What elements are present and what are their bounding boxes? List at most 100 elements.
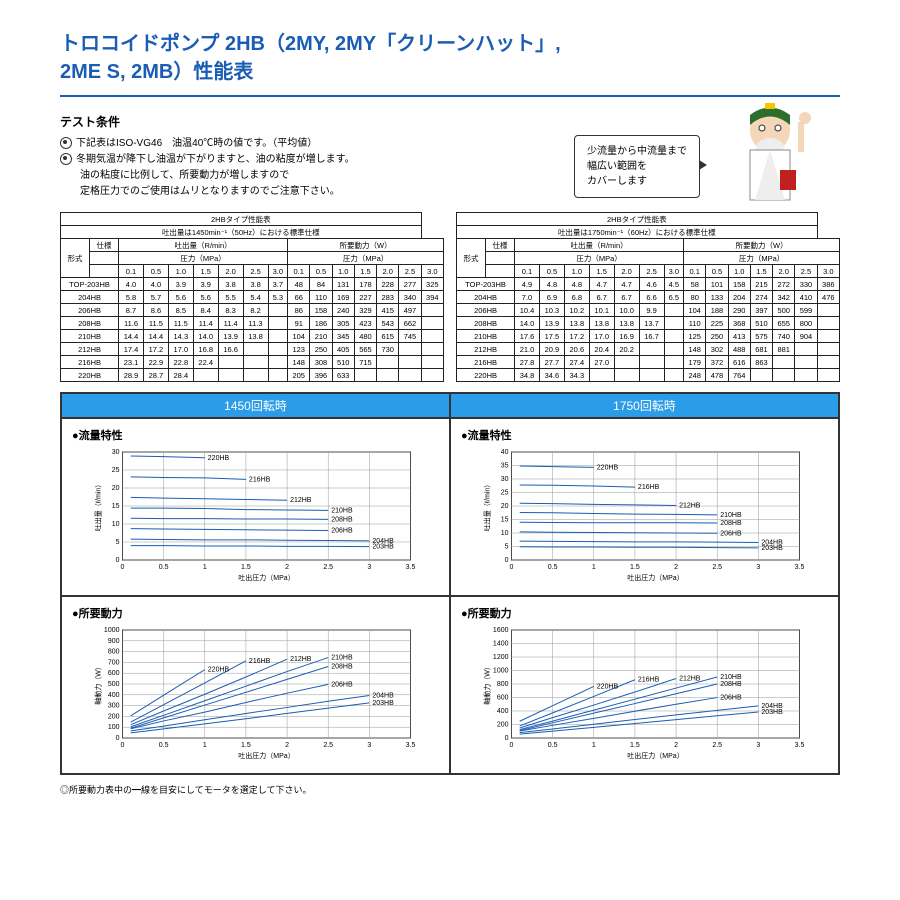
svg-text:2.5: 2.5 <box>712 742 722 749</box>
svg-text:204HB: 204HB <box>372 692 394 699</box>
table-60hz: 2HBタイプ性能表吐出量は1750min⁻¹（60Hz）における標準仕様形式仕様… <box>456 212 840 382</box>
svg-text:0: 0 <box>116 735 120 742</box>
chart-grid: 1450回転時 1750回転時 ●流量特性00.511.522.533.5051… <box>60 392 840 775</box>
svg-text:0: 0 <box>505 735 509 742</box>
svg-text:204HB: 204HB <box>761 539 783 546</box>
svg-text:20: 20 <box>112 485 120 492</box>
svg-text:203HB: 203HB <box>372 700 394 707</box>
svg-text:216HB: 216HB <box>638 484 660 491</box>
svg-text:212HB: 212HB <box>290 497 312 504</box>
footnote: ◎所要動力表中の━線を目安にしてモータを選定して下さい。 <box>60 783 840 796</box>
svg-text:208HB: 208HB <box>720 520 742 527</box>
svg-text:0.5: 0.5 <box>548 564 558 571</box>
svg-text:2: 2 <box>674 742 678 749</box>
svg-text:0: 0 <box>505 557 509 564</box>
svg-text:10: 10 <box>501 530 509 537</box>
svg-text:3.5: 3.5 <box>406 742 416 749</box>
svg-text:30: 30 <box>501 476 509 483</box>
svg-text:210HB: 210HB <box>720 512 742 519</box>
svg-text:軸動力（W）: 軸動力（W） <box>94 663 103 705</box>
svg-text:500: 500 <box>108 681 120 688</box>
svg-text:1.5: 1.5 <box>241 742 251 749</box>
svg-text:210HB: 210HB <box>720 674 742 681</box>
svg-text:0.5: 0.5 <box>159 564 169 571</box>
svg-text:206HB: 206HB <box>720 695 742 702</box>
svg-text:2.5: 2.5 <box>323 742 333 749</box>
svg-text:0: 0 <box>121 742 125 749</box>
speech-balloon: 少流量から中流量まで幅広い範囲をカバーします <box>574 135 700 198</box>
professor-mascot-icon <box>720 100 820 220</box>
chart-flow-50: ●流量特性00.511.522.533.5051015202530203HB20… <box>61 418 450 596</box>
svg-text:0: 0 <box>510 742 514 749</box>
svg-text:200: 200 <box>108 713 120 720</box>
svg-text:35: 35 <box>501 463 509 470</box>
title-rule <box>60 90 840 97</box>
table-50hz: 2HBタイプ性能表吐出量は1450min⁻¹（50Hz）における標準仕様形式仕様… <box>60 212 444 382</box>
svg-text:210HB: 210HB <box>331 507 353 514</box>
svg-text:600: 600 <box>497 695 509 702</box>
svg-text:3: 3 <box>367 742 371 749</box>
svg-text:220HB: 220HB <box>208 455 230 462</box>
svg-text:1.5: 1.5 <box>630 742 640 749</box>
svg-text:3.5: 3.5 <box>406 564 416 571</box>
svg-text:吐出量（ℓ/min）: 吐出量（ℓ/min） <box>483 481 492 532</box>
svg-text:600: 600 <box>108 670 120 677</box>
svg-text:15: 15 <box>501 517 509 524</box>
bullet-icon <box>60 153 72 165</box>
svg-text:210HB: 210HB <box>331 655 353 662</box>
svg-text:吐出圧力（MPa）: 吐出圧力（MPa） <box>238 573 294 582</box>
svg-text:200: 200 <box>497 722 509 729</box>
svg-text:203HB: 203HB <box>761 709 783 716</box>
svg-text:206HB: 206HB <box>720 530 742 537</box>
svg-text:0: 0 <box>121 564 125 571</box>
svg-text:2: 2 <box>285 742 289 749</box>
svg-text:0.5: 0.5 <box>548 742 558 749</box>
svg-text:1200: 1200 <box>493 654 509 661</box>
svg-text:吐出量（ℓ/min）: 吐出量（ℓ/min） <box>94 481 103 532</box>
svg-text:1000: 1000 <box>104 627 120 634</box>
svg-text:220HB: 220HB <box>208 667 230 674</box>
svg-text:208HB: 208HB <box>331 664 353 671</box>
svg-text:700: 700 <box>108 659 120 666</box>
svg-text:0.5: 0.5 <box>159 742 169 749</box>
svg-text:吐出圧力（MPa）: 吐出圧力（MPa） <box>627 573 683 582</box>
svg-text:204HB: 204HB <box>761 703 783 710</box>
svg-text:1: 1 <box>592 564 596 571</box>
svg-text:30: 30 <box>112 449 120 456</box>
svg-text:206HB: 206HB <box>331 681 353 688</box>
svg-text:3.5: 3.5 <box>795 742 805 749</box>
svg-text:2.5: 2.5 <box>323 564 333 571</box>
svg-text:400: 400 <box>497 708 509 715</box>
svg-text:212HB: 212HB <box>679 676 701 683</box>
svg-text:2.5: 2.5 <box>712 564 722 571</box>
chart-pow-60: ●所要動力00.511.522.533.50200400600800100012… <box>450 596 839 774</box>
svg-text:0: 0 <box>116 557 120 564</box>
svg-text:吐出圧力（MPa）: 吐出圧力（MPa） <box>238 751 294 760</box>
svg-text:206HB: 206HB <box>331 527 353 534</box>
svg-text:1: 1 <box>592 742 596 749</box>
svg-text:212HB: 212HB <box>290 656 312 663</box>
svg-text:吐出圧力（MPa）: 吐出圧力（MPa） <box>627 751 683 760</box>
svg-text:3: 3 <box>756 564 760 571</box>
chart-head-right: 1750回転時 <box>451 394 838 417</box>
svg-text:800: 800 <box>497 681 509 688</box>
svg-text:1400: 1400 <box>493 641 509 648</box>
svg-text:25: 25 <box>112 467 120 474</box>
svg-text:220HB: 220HB <box>597 683 619 690</box>
svg-text:2: 2 <box>674 564 678 571</box>
svg-text:5: 5 <box>116 539 120 546</box>
svg-text:216HB: 216HB <box>249 658 271 665</box>
svg-text:15: 15 <box>112 503 120 510</box>
svg-text:1.5: 1.5 <box>630 564 640 571</box>
chart-pow-50: ●所要動力00.511.522.533.50100200300400500600… <box>61 596 450 774</box>
svg-text:900: 900 <box>108 638 120 645</box>
svg-text:5: 5 <box>505 544 509 551</box>
svg-text:0: 0 <box>510 564 514 571</box>
svg-text:10: 10 <box>112 521 120 528</box>
svg-text:212HB: 212HB <box>679 502 701 509</box>
chart-head-left: 1450回転時 <box>62 394 449 417</box>
page-title: トロコイドポンプ 2HB（2MY, 2MY「クリーンハット」,2ME S, 2M… <box>60 30 840 86</box>
svg-text:208HB: 208HB <box>331 516 353 523</box>
svg-text:800: 800 <box>108 649 120 656</box>
svg-text:1: 1 <box>203 564 207 571</box>
